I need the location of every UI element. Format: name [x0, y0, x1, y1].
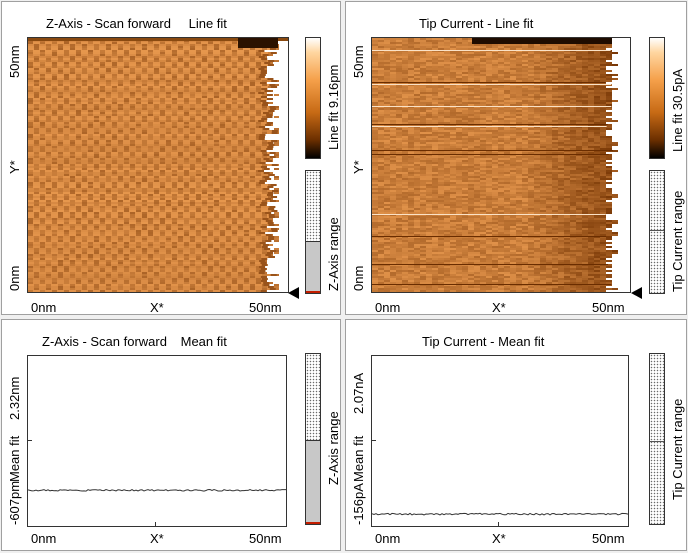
x-axis-title: X* [492, 531, 506, 546]
x-axis-left-label: 0nm [375, 531, 401, 546]
y-axis-top-label: 50nm [351, 45, 366, 78]
z-axis-range-fill [306, 439, 320, 524]
y-axis-tick [28, 440, 32, 441]
z-axis-range-bar[interactable] [305, 353, 321, 525]
z-axis-line-fit-panel: Z-Axis - Scan forward Line fit 50nm Y* 0… [1, 1, 341, 315]
tip-current-range-marker [650, 440, 664, 442]
panel-title: Z-Axis - Scan forward Mean fit [42, 334, 227, 349]
x-axis-left-label: 0nm [31, 300, 57, 315]
y-axis-title: Mean fit [351, 435, 366, 482]
scan-position-marker[interactable] [631, 287, 642, 299]
z-axis-range-fill [306, 240, 320, 293]
y-axis-top-label: 50nm [7, 45, 22, 78]
panel-title: Tip Current - Line fit [419, 16, 534, 31]
tip-current-scan-canvas [372, 38, 630, 292]
x-axis-title: X* [150, 300, 164, 315]
z-axis-colorbar-label: Line fit 9.16pm [326, 64, 341, 150]
z-axis-mean-plot[interactable] [27, 355, 287, 527]
x-axis-left-label: 0nm [31, 531, 57, 546]
tip-current-line-fit-panel: Tip Current - Line fit 50nm Y* 0nm 0nm X… [345, 1, 687, 315]
tip-current-mean-plot[interactable] [371, 355, 629, 527]
tip-scan-texture [372, 38, 618, 292]
z-axis-range-marker [306, 291, 320, 293]
x-axis-tick [498, 522, 499, 526]
x-axis-title: X* [492, 300, 506, 315]
tip-current-range-label: Tip Current range [670, 190, 685, 292]
z-axis-range-marker [306, 522, 320, 524]
x-axis-left-label: 0nm [375, 300, 401, 315]
z-axis-colorbar [305, 37, 321, 159]
scan-position-marker[interactable] [288, 287, 299, 299]
y-axis-bottom-label: -607pm [7, 480, 22, 525]
tip-current-mean-line-canvas [372, 512, 628, 516]
z-axis-scan-image[interactable] [27, 37, 289, 293]
y-axis-title: Mean fit [7, 435, 22, 482]
mean-fit-line [28, 488, 286, 492]
x-axis-right-label: 50nm [249, 531, 282, 546]
tip-current-mean-fit-panel: Tip Current - Mean fit 2.07nA Mean fit -… [345, 319, 687, 551]
z-scan-texture [28, 38, 288, 292]
z-axis-range-bar[interactable] [305, 170, 321, 294]
tip-current-range-label: Tip Current range [670, 398, 685, 500]
y-axis-top-label: 2.32nm [7, 376, 22, 420]
z-axis-range-label: Z-Axis range [326, 217, 341, 291]
z-axis-scan-canvas [28, 38, 288, 292]
x-axis-right-label: 50nm [592, 531, 625, 546]
y-axis-tick [372, 440, 376, 441]
tip-current-colorbar [649, 37, 665, 159]
panel-title: Z-Axis - Scan forward Line fit [46, 16, 227, 31]
y-axis-title: Y* [351, 160, 366, 174]
y-axis-bottom-label: 0nm [7, 265, 22, 291]
tip-current-colorbar-label: Line fit 30.5pA [670, 68, 685, 152]
tip-current-range-bar[interactable] [649, 170, 665, 294]
y-axis-bottom-label: 0nm [351, 265, 366, 291]
y-axis-title: Y* [7, 160, 22, 174]
tip-current-range-marker [650, 229, 664, 231]
x-axis-title: X* [150, 531, 164, 546]
z-axis-mean-line-canvas [28, 488, 286, 492]
y-axis-top-label: 2.07nA [351, 372, 366, 414]
y-axis-bottom-label: -156pA [351, 483, 366, 525]
z-axis-mean-fit-panel: Z-Axis - Scan forward Mean fit 2.32nm Me… [1, 319, 341, 551]
z-axis-range-label: Z-Axis range [326, 411, 341, 485]
panel-title: Tip Current - Mean fit [422, 334, 545, 349]
x-axis-tick [155, 522, 156, 526]
x-axis-right-label: 50nm [249, 300, 282, 315]
x-axis-right-label: 50nm [592, 300, 625, 315]
mean-fit-line [372, 512, 628, 516]
tip-current-scan-image[interactable] [371, 37, 631, 293]
tip-current-range-bar[interactable] [649, 353, 665, 525]
